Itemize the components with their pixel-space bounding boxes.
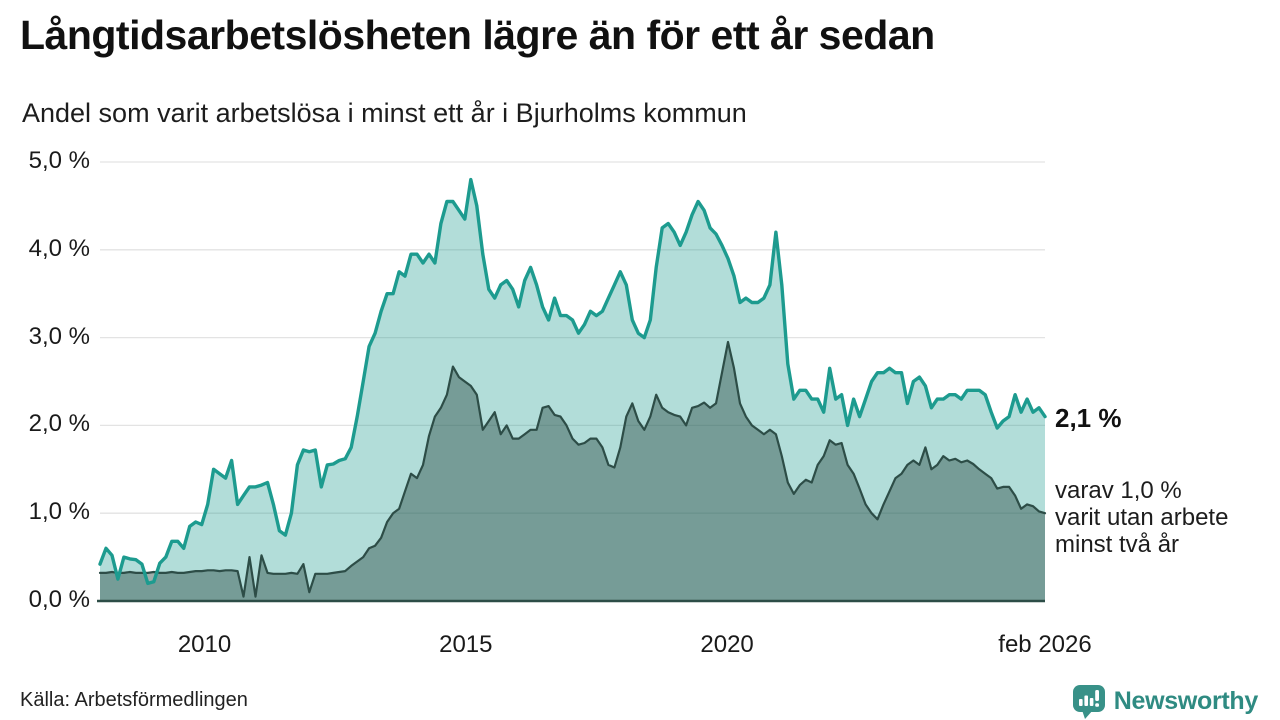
y-tick-label: 4,0 % [28, 234, 90, 262]
brand-logo[interactable]: Newsworthy [1071, 682, 1258, 720]
secondary-series-note: varav 1,0 % varit utan arbete minst två … [1055, 477, 1270, 558]
latest-value-label: 2,1 % [1055, 403, 1122, 433]
y-tick-label: 0,0 % [28, 586, 90, 613]
chart-plot-area [97, 161, 1047, 603]
area-two-years [100, 342, 1045, 601]
y-tick-label: 1,0 % [28, 498, 90, 526]
line-two-years [98, 340, 1047, 598]
line-one-year [98, 177, 1047, 586]
x-tick-label: 2010 [177, 631, 232, 658]
newsworthy-icon [1072, 684, 1105, 719]
chart-subtitle: Andel som varit arbetslösa i minst ett å… [22, 98, 747, 128]
x-tick-label: 2020 [700, 631, 754, 658]
brand-name: Newsworthy [1113, 686, 1259, 715]
note-line-1: varav 1,0 % [1055, 477, 1182, 504]
y-tick-label: 3,0 % [28, 322, 90, 350]
note-line-2: varit utan arbete [1055, 504, 1229, 531]
y-tick-label: 2,0 % [28, 410, 90, 438]
x-tick-label: 2015 [439, 631, 493, 658]
page-title: Långtidsarbetslösheten lägre än för ett … [20, 12, 935, 58]
chart-svg [97, 161, 1047, 603]
y-tick-label: 5,0 % [28, 147, 90, 174]
area-one-year [100, 179, 1045, 601]
source-credit: Källa: Arbetsförmedlingen [20, 689, 248, 711]
x-tick-label: feb 2026 [998, 631, 1092, 658]
note-line-3: minst två år [1055, 531, 1180, 558]
